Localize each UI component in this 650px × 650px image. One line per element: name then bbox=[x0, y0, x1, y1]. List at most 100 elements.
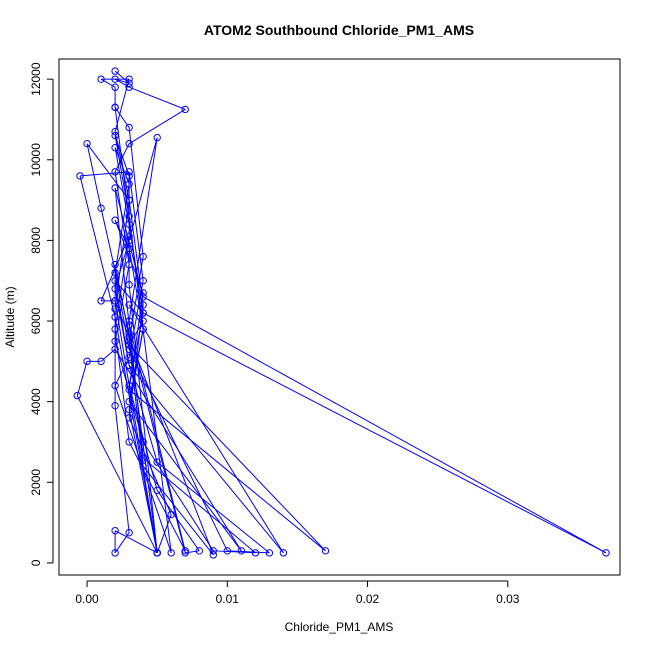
series-line-segment bbox=[128, 401, 242, 552]
series-line-segment bbox=[114, 280, 144, 314]
data-point bbox=[153, 458, 161, 466]
series-line-segment bbox=[128, 328, 144, 402]
data-point bbox=[111, 268, 119, 277]
series-line-segment bbox=[76, 361, 88, 396]
data-point bbox=[125, 301, 133, 309]
data-point bbox=[111, 305, 119, 313]
series-line-segment bbox=[114, 532, 130, 554]
y-tick-label: 12000 bbox=[29, 62, 43, 96]
data-point bbox=[209, 551, 217, 559]
data-point bbox=[125, 397, 133, 406]
data-point bbox=[125, 281, 133, 289]
data-point bbox=[97, 204, 105, 212]
data-point bbox=[111, 381, 119, 390]
series-line-segment bbox=[142, 296, 607, 554]
series-line-segment bbox=[114, 329, 130, 443]
series-line-segment bbox=[156, 514, 172, 554]
series-line-segment bbox=[114, 78, 130, 84]
series-line-segment bbox=[128, 341, 144, 467]
plot-frame bbox=[58, 58, 621, 576]
series-line-segment bbox=[114, 264, 130, 338]
data-point bbox=[167, 549, 175, 557]
x-axis-label: Chloride_PM1_AMS bbox=[285, 620, 394, 634]
data-point bbox=[125, 172, 133, 180]
series-line-segment bbox=[227, 550, 270, 554]
series-line-segment bbox=[128, 292, 144, 390]
data-point bbox=[139, 277, 147, 285]
series-line-segment bbox=[114, 300, 158, 553]
series-line-segment bbox=[114, 348, 242, 552]
y-tick-label: 2000 bbox=[29, 469, 43, 496]
series-line-segment bbox=[128, 344, 326, 552]
data-point bbox=[139, 438, 147, 446]
data-point bbox=[111, 260, 119, 269]
y-tick-label: 8000 bbox=[29, 227, 43, 254]
series-line-segment bbox=[114, 107, 130, 128]
y-axis: 0 2000 4000 6000 8000 10000 12000 bbox=[29, 62, 54, 566]
data-point bbox=[111, 277, 119, 285]
data-point bbox=[83, 139, 91, 148]
x-axis: 0.00 0.01 0.02 0.03 bbox=[75, 580, 520, 606]
data-point bbox=[125, 321, 133, 329]
data-point bbox=[111, 75, 119, 83]
data-point bbox=[139, 289, 147, 297]
data-point bbox=[111, 325, 119, 333]
series-line-segment bbox=[142, 312, 607, 554]
series-line-segment bbox=[114, 131, 130, 201]
data-point bbox=[153, 486, 161, 495]
data-point bbox=[125, 168, 133, 176]
data-point bbox=[125, 341, 133, 349]
data-point bbox=[125, 236, 133, 245]
data-point bbox=[111, 401, 119, 410]
series-line-segment bbox=[79, 175, 116, 318]
series-line-segment bbox=[114, 220, 130, 249]
series-line-segment bbox=[213, 550, 256, 554]
data-point bbox=[181, 105, 189, 114]
series-line-segment bbox=[114, 530, 158, 554]
data-point bbox=[139, 309, 147, 317]
data-point bbox=[125, 220, 133, 228]
data-point bbox=[139, 325, 147, 333]
series-line-segment bbox=[156, 461, 270, 554]
data-point bbox=[321, 547, 330, 555]
series-line-segment bbox=[128, 304, 284, 554]
y-tick-label: 6000 bbox=[29, 307, 43, 334]
data-point bbox=[111, 103, 119, 112]
data-point bbox=[111, 297, 119, 305]
series-line-segment bbox=[128, 108, 186, 145]
series-line-segment bbox=[114, 220, 144, 293]
x-tick-label: 0.00 bbox=[75, 592, 99, 606]
data-point bbox=[111, 131, 119, 140]
data-point bbox=[139, 462, 147, 470]
data-point bbox=[111, 216, 119, 224]
data-point bbox=[125, 333, 133, 341]
series-line-segment bbox=[128, 86, 186, 110]
series-line-segment bbox=[114, 143, 130, 173]
data-point bbox=[139, 293, 147, 301]
series-line-segment bbox=[142, 465, 214, 556]
data-point bbox=[279, 549, 288, 557]
series-line-segment bbox=[79, 171, 130, 177]
data-point bbox=[125, 317, 133, 325]
data-point bbox=[125, 180, 133, 188]
data-point bbox=[125, 528, 133, 537]
data-point bbox=[125, 385, 133, 394]
data-point bbox=[111, 184, 119, 192]
data-point bbox=[125, 212, 133, 220]
data-point bbox=[111, 127, 119, 136]
data-point bbox=[125, 196, 133, 204]
series-line-segment bbox=[114, 272, 130, 350]
data-point bbox=[125, 381, 133, 390]
series-line-segment bbox=[128, 127, 144, 257]
y-tick-label: 10000 bbox=[29, 143, 43, 177]
data-point bbox=[97, 75, 105, 83]
data-point bbox=[83, 357, 91, 366]
series-line-segment bbox=[128, 324, 186, 551]
x-tick-label: 0.01 bbox=[216, 592, 240, 606]
series-line-segment bbox=[128, 137, 158, 241]
data-point bbox=[167, 510, 175, 519]
data-point bbox=[76, 172, 84, 180]
series-line-segment bbox=[114, 79, 130, 132]
